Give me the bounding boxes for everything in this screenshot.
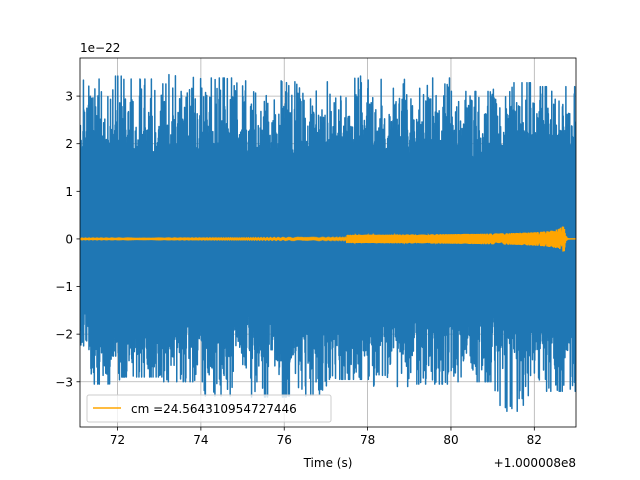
noise-series-line [80, 73, 576, 413]
y-tick-label: 2 [65, 137, 73, 151]
x-tick-label: 76 [277, 433, 292, 447]
x-axis-label: Time (s) [303, 456, 353, 470]
data-area [80, 73, 576, 413]
x-tick-label: 80 [443, 433, 458, 447]
x-tick-label: 72 [110, 433, 125, 447]
x-offset-label: +1.000008e8 [494, 456, 576, 470]
y-tick-label: 0 [65, 232, 73, 246]
template-series-line [80, 226, 576, 252]
y-tick-label: −3 [55, 375, 73, 389]
legend: cm =24.564310954727446 [86, 394, 332, 423]
y-scale-label: 1e−22 [80, 41, 120, 55]
y-tick-label: 3 [65, 90, 73, 104]
x-tick-label: 78 [360, 433, 375, 447]
plot-frame [79, 57, 577, 428]
axis-ticks: 72 74 76 78 80 82 −3 −2 −1 0 1 2 3 [55, 90, 542, 447]
y-tick-label: −2 [55, 328, 73, 342]
y-tick-label: 1 [65, 185, 73, 199]
legend-label: cm =24.564310954727446 [131, 402, 297, 416]
legend-box [86, 394, 332, 423]
y-tick-label: −1 [55, 280, 73, 294]
x-tick-label: 74 [193, 433, 208, 447]
x-tick-label: 82 [527, 433, 542, 447]
